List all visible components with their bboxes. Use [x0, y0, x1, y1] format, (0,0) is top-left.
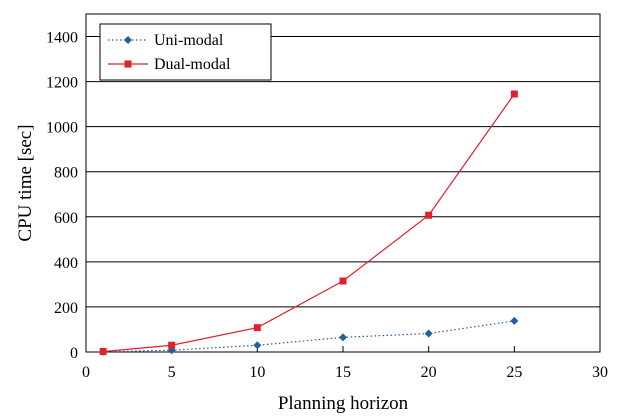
- x-tick-label: 10: [249, 364, 265, 381]
- y-tick-label: 1400: [46, 30, 78, 47]
- data-point-uni-modal: [510, 316, 519, 325]
- series-dual-modal: [99, 90, 518, 356]
- legend-box: [99, 23, 272, 81]
- axis-ticks: 0 200 400 600 800 1000 1200 1400 0 5 10 15 20 25 30: [46, 30, 608, 381]
- data-point-dual-modal: [168, 341, 176, 349]
- legend-item-uni-modal: Uni-modal: [108, 32, 224, 49]
- x-axis-title: Planning horizon: [278, 393, 409, 414]
- data-point-uni-modal: [339, 333, 347, 342]
- data-point-uni-modal: [424, 329, 433, 338]
- data-point-dual-modal: [99, 348, 107, 356]
- y-tick-label: 200: [54, 300, 78, 317]
- y-tick-label: 1000: [46, 120, 78, 137]
- x-tick-label: 15: [335, 364, 351, 381]
- data-point-dual-modal: [339, 277, 347, 285]
- legend-marker: [124, 36, 132, 44]
- series-uni-modal: [99, 316, 519, 356]
- y-axis-title: CPU time [sec]: [15, 124, 36, 241]
- series-layer: [99, 90, 519, 356]
- y-tick-label: 400: [54, 255, 78, 272]
- y-tick-label: 600: [54, 210, 78, 227]
- x-tick-label: 0: [82, 364, 90, 381]
- x-tick-label: 30: [592, 364, 608, 381]
- y-tick-label: 1200: [46, 75, 78, 92]
- data-point-uni-modal: [253, 341, 262, 350]
- legend: Uni-modal Dual-modal: [99, 23, 272, 81]
- series-line-dual-modal: [103, 93, 515, 353]
- data-point-dual-modal: [510, 90, 518, 98]
- legend-item-dual-modal: Dual-modal: [108, 56, 231, 73]
- legend-label: Dual-modal: [154, 56, 231, 73]
- x-tick-label: 20: [421, 364, 437, 381]
- data-point-dual-modal: [253, 324, 261, 332]
- legend-label: Uni-modal: [154, 32, 224, 49]
- data-point-dual-modal: [425, 211, 433, 219]
- legend-items: Uni-modal Dual-modal: [108, 32, 231, 73]
- y-tick-label: 800: [54, 165, 78, 182]
- legend-marker: [124, 60, 132, 68]
- x-tick-label: 25: [506, 364, 522, 381]
- y-tick-label: 0: [70, 345, 78, 362]
- series-line-uni-modal: [103, 320, 515, 353]
- x-tick-label: 5: [168, 364, 176, 381]
